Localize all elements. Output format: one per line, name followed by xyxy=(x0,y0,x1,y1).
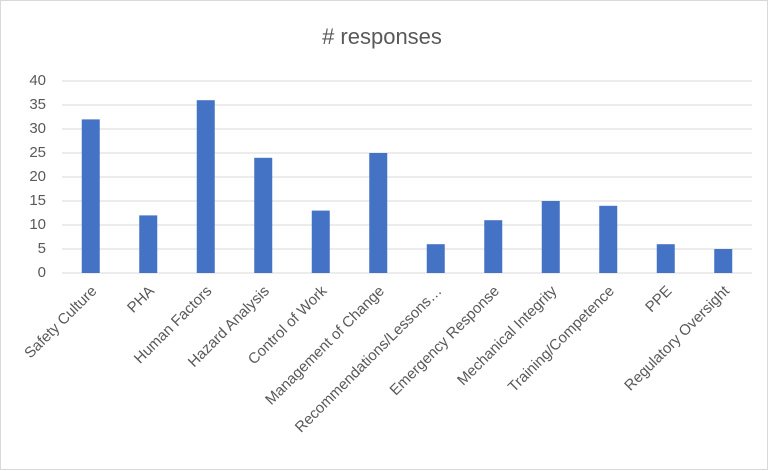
bar xyxy=(196,100,215,273)
chart-title: # responses xyxy=(322,24,442,49)
bar xyxy=(426,244,445,273)
y-tick-label: 25 xyxy=(29,144,46,161)
bar xyxy=(541,201,560,273)
y-tick-label: 40 xyxy=(29,72,46,89)
y-tick-label: 5 xyxy=(38,240,46,257)
bar xyxy=(254,157,273,273)
bar xyxy=(484,220,503,273)
bar xyxy=(599,205,618,273)
bar xyxy=(656,244,675,273)
y-tick-label: 15 xyxy=(29,192,46,209)
bar xyxy=(81,119,100,274)
y-tick-label: 10 xyxy=(29,216,46,233)
y-tick-label: 35 xyxy=(29,96,46,113)
y-tick-label: 0 xyxy=(38,264,46,281)
bar xyxy=(714,249,733,273)
bar xyxy=(139,215,158,273)
y-tick-label: 30 xyxy=(29,120,46,137)
bar xyxy=(369,153,388,273)
y-tick-label: 20 xyxy=(29,168,46,185)
bar xyxy=(311,210,330,273)
